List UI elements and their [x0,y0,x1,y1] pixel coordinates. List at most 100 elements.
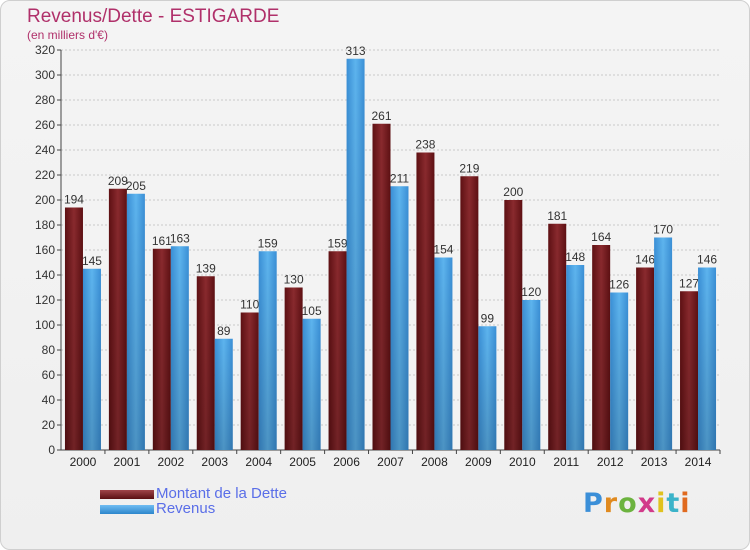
data-label-revenus-2007: 211 [390,171,409,185]
data-label-dette-2007: 261 [371,109,391,123]
data-label-dette-2011: 181 [547,209,567,223]
data-label-revenus-2005: 105 [302,304,322,318]
bar-shade-dette-2006 [328,251,347,450]
data-label-revenus-2012: 126 [609,278,629,292]
y-tick-label: 20 [42,418,56,432]
bar-shade-dette-2014 [680,291,699,450]
bar-shade-dette-2011 [548,223,567,450]
bar-shade-dette-2001 [108,188,127,450]
data-label-revenus-2004: 159 [258,236,278,250]
bar-shade-dette-2004 [240,312,259,450]
bar-shade-dette-2013 [636,267,655,450]
x-tick-label: 2010 [509,455,536,469]
logo-letter: P [583,488,604,519]
bar-shade-revenus-2009 [478,326,497,450]
x-tick-label: 2005 [289,455,316,469]
bar-shade-revenus-2003 [214,338,233,450]
y-tick-label: 140 [35,268,55,282]
bar-shade-revenus-2001 [126,193,145,450]
y-tick-label: 240 [35,143,55,157]
data-label-revenus-2013: 170 [653,223,673,237]
data-label-revenus-2001: 205 [126,179,146,193]
data-label-dette-2004: 110 [240,298,259,312]
data-label-dette-2003: 139 [196,261,216,275]
legend-swatch-revenus [100,505,154,514]
data-label-revenus-2006: 313 [346,44,366,58]
y-tick-label: 320 [35,43,55,57]
y-tick-label: 40 [42,393,56,407]
bar-shade-dette-2005 [284,287,303,450]
bar-shade-revenus-2012 [610,292,629,450]
bar-shade-dette-2010 [504,200,523,450]
data-label-revenus-2010: 120 [521,285,541,299]
bar-shade-revenus-2013 [654,237,673,450]
bar-shade-revenus-2011 [566,265,585,450]
bar-shade-revenus-2008 [434,257,453,450]
x-tick-label: 2013 [641,455,668,469]
data-label-dette-2010: 200 [503,185,523,199]
legend-label-revenus: Revenus [156,500,216,517]
data-label-revenus-2002: 163 [170,231,190,245]
data-label-revenus-2011: 148 [565,250,585,264]
y-tick-label: 100 [35,318,55,332]
bar-shade-dette-2009 [460,176,479,450]
bar-shade-dette-2000 [64,207,83,450]
data-label-dette-2014: 127 [679,276,699,290]
x-tick-label: 2003 [201,455,228,469]
legend-swatch-dette [100,490,154,499]
data-label-revenus-2009: 99 [481,311,495,325]
x-tick-label: 2014 [685,455,712,469]
data-label-dette-2008: 238 [415,138,435,152]
data-label-dette-2000: 194 [64,193,84,207]
y-tick-label: 220 [35,168,55,182]
data-label-dette-2013: 146 [635,253,655,267]
data-label-dette-2009: 219 [459,161,479,175]
data-label-dette-2002: 161 [152,234,172,248]
bar-shade-revenus-2010 [522,300,541,450]
y-tick-label: 300 [35,68,55,82]
bar-shade-dette-2008 [416,152,435,450]
x-tick-label: 2012 [597,455,624,469]
data-label-dette-2012: 164 [591,230,611,244]
bar-shade-revenus-2000 [82,268,101,450]
data-label-revenus-2003: 89 [217,324,231,338]
logo-letter: i [680,488,691,519]
data-label-dette-2006: 159 [328,236,348,250]
x-tick-label: 2006 [333,455,360,469]
x-tick-label: 2008 [421,455,448,469]
bar-shade-dette-2003 [196,276,215,450]
data-label-revenus-2014: 146 [697,253,717,267]
bar-shade-dette-2012 [592,245,611,450]
y-tick-label: 180 [35,218,55,232]
bar-shade-revenus-2005 [302,318,321,450]
bar-shade-revenus-2004 [258,251,277,450]
bar-shade-revenus-2006 [346,58,365,450]
proxiti-logo: Proxiti [583,488,691,519]
legend-item-dette: Montant de la Dette [100,485,360,502]
x-tick-label: 2004 [245,455,272,469]
data-label-revenus-2000: 145 [82,254,102,268]
y-tick-label: 160 [35,243,55,257]
y-tick-label: 200 [35,193,55,207]
x-tick-label: 2000 [70,455,97,469]
legend-label-dette: Montant de la Dette [156,485,287,502]
x-tick-label: 2009 [465,455,492,469]
logo-letter: x [637,488,657,519]
y-tick-label: 260 [35,118,55,132]
y-tick-label: 0 [48,443,55,457]
x-tick-label: 2001 [114,455,141,469]
x-tick-label: 2007 [377,455,404,469]
y-tick-label: 80 [42,343,56,357]
bar-shade-dette-2002 [152,248,171,450]
y-tick-label: 120 [35,293,55,307]
logo-letter: t [666,488,681,519]
x-tick-label: 2011 [553,455,579,469]
bar-shade-dette-2007 [372,123,391,450]
chart-subtitle: (en milliers d'€) [27,28,108,42]
bar-shade-revenus-2007 [390,186,409,450]
y-tick-label: 280 [35,93,55,107]
bar-shade-revenus-2014 [698,267,717,450]
data-label-dette-2005: 130 [284,273,304,287]
bar-shade-revenus-2002 [170,246,189,450]
